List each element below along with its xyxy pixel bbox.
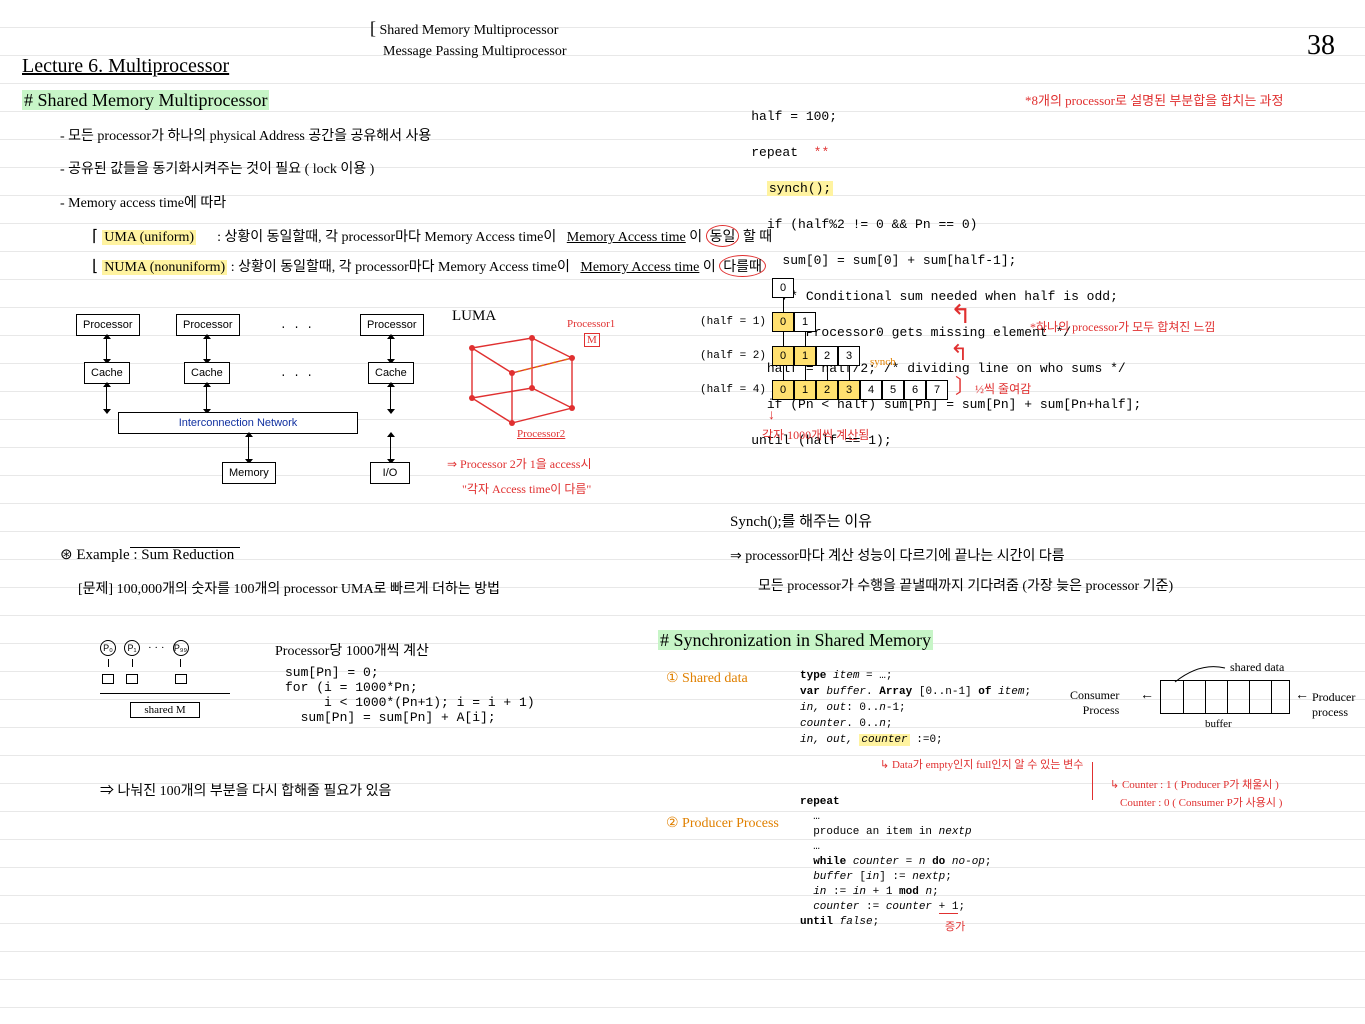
- rt-r1-0: 0: [772, 312, 794, 332]
- rt-r2-2: 2: [816, 346, 838, 366]
- luma-p1: Processor1: [567, 318, 615, 330]
- buf-note-main: ↳ Data가 empty인지 full인지 알 수 있는 변수: [880, 756, 1083, 772]
- curly-mid: ↰: [950, 340, 968, 366]
- code-reduce-mark: **: [814, 145, 830, 160]
- rt-r1-1: 1: [794, 312, 816, 332]
- rt-r3-6: 6: [904, 380, 926, 400]
- rt-r2-1: 1: [794, 346, 816, 366]
- luma-p2: Processor2: [517, 428, 565, 440]
- proc-p0: P₀: [100, 640, 116, 656]
- synch-l2: 모든 processor가 수행을 끝낼때까지 기다려줌 (가장 늦은 proc…: [758, 575, 1173, 595]
- section-shared-memory: # Shared Memory Multiprocessor: [22, 90, 269, 111]
- rt-bottom: 각자 1000개씩 계산됨: [762, 426, 869, 443]
- uma-desc: : 상황이 동일할때, 각 processor마다 Memory Access …: [217, 230, 556, 245]
- rt-r2-3: 3: [838, 346, 860, 366]
- producer-code: repeat … produce an item in nextp … whil…: [800, 795, 992, 930]
- shared-data-label: ① Shared data: [666, 670, 748, 687]
- rt-r3-4: 4: [860, 380, 882, 400]
- rt-r3-2: 2: [816, 380, 838, 400]
- bracket-shared: [ Shared Memory Multiprocessor: [370, 18, 558, 39]
- buf-top-label: shared data: [1230, 660, 1284, 675]
- buffer-diagram: shared data buffer ← ← Consumer Process …: [1040, 660, 1350, 770]
- luma-sketch: LUMA Processor1 M Processor2 ⇒ Processor…: [452, 300, 652, 500]
- buf-note-c1: ↳ Counter : 1 ( Producer P가 채울시 ): [1110, 776, 1279, 792]
- rt-row1-lbl: (half = 1): [700, 316, 766, 328]
- uma-proc-1: Processor: [76, 314, 140, 336]
- uma-io: I/O: [370, 462, 410, 484]
- bullet-2: - 공유된 값들을 동기화시켜주는 것이 필요 ( lock 이용 ): [60, 158, 374, 178]
- uma-label: UMA (uniform): [102, 230, 196, 245]
- uma-proc-3: Processor: [360, 314, 424, 336]
- rt-r3-7: 7: [926, 380, 948, 400]
- proc-p1: P₁: [124, 640, 140, 656]
- rt-r3-0: 0: [772, 380, 794, 400]
- bracket-message: Message Passing Multiprocessor: [383, 44, 567, 60]
- left-after: ⇒ 나눠진 100개의 부분을 다시 합해줄 필요가 있음: [100, 780, 391, 800]
- uma-net: Interconnection Network: [118, 412, 358, 434]
- page-number: 38: [1307, 30, 1335, 62]
- numa-label: NUMA (nonuniform): [102, 260, 227, 275]
- uma-diagram: Processor Processor . . . Processor Cach…: [70, 300, 450, 510]
- buf-consumer: Consumer Process: [1070, 688, 1119, 718]
- half-note: ½씩 줄여감: [975, 380, 1031, 397]
- bullet-1: - 모든 processor가 하나의 physical Address 공간을…: [60, 125, 431, 145]
- numa-row: ⌊ NUMA (nonuniform) : 상황이 동일할때, 각 proces…: [92, 255, 766, 277]
- section-shared-hl: # Shared Memory Multiprocessor: [22, 90, 269, 110]
- curly-top: ↰: [950, 300, 972, 330]
- reduction-tree: 0 (half = 1) 0 1 (half = 2) 0 1 2 3 (hal…: [700, 278, 1100, 458]
- proc-pn: P₉₉: [173, 640, 189, 656]
- luma-note2: "각자 Access time이 다름": [462, 480, 591, 497]
- bullet-3: - Memory access time에 따라: [60, 192, 226, 212]
- producer-label: ② Producer Process: [666, 815, 779, 832]
- synch-l1: ⇒ processor마다 계산 성능이 다르기에 끝나는 시간이 다름: [730, 545, 1065, 565]
- producer-inc: 증가: [945, 918, 965, 934]
- uma-dots-2: . . .: [280, 368, 313, 380]
- bracket-top: Shared Memory Multiprocessor: [380, 23, 559, 38]
- uma-memory: Memory: [222, 462, 276, 484]
- section-sync-hl: # Synchronization in Shared Memory: [658, 630, 933, 650]
- uma-cache-3: Cache: [368, 362, 414, 384]
- shared-data-code: type item = …; var buffer. Array [0..n-1…: [800, 668, 1031, 748]
- luma-note1: ⇒ Processor 2가 1을 access시: [447, 455, 591, 472]
- rt-synch: synch: [870, 356, 896, 368]
- uma-dots-1: . . .: [280, 320, 313, 332]
- synch-head: Synch();를 해주는 이유: [730, 510, 872, 531]
- buf-producer: Producer process: [1312, 690, 1355, 720]
- rt-row2-lbl: (half = 2): [700, 350, 766, 362]
- per-proc-head: Processor당 1000개씩 계산: [275, 640, 429, 660]
- rt-down-arrow: ↓: [768, 408, 775, 424]
- proc-icons: P₀ P₁ · · · P₉₉ shared M: [100, 640, 230, 718]
- numa-mem: Memory Access time: [580, 260, 699, 275]
- code-sum-loop: sum[Pn] = 0; for (i = 1000*Pn; i < 1000*…: [285, 665, 535, 725]
- uma-mem: Memory Access time: [567, 230, 686, 245]
- shared-m: shared M: [130, 702, 200, 718]
- rt-r3-5: 5: [882, 380, 904, 400]
- example-problem: [문제] 100,000개의 숫자를 100개의 processor UMA로 …: [78, 578, 500, 598]
- rt-top: 0: [772, 278, 794, 298]
- rt-r2-0: 0: [772, 346, 794, 366]
- curly-brace: 〕: [955, 370, 975, 399]
- buf-center: buffer: [1205, 718, 1232, 730]
- buf-note-c0: Counter : 0 ( Consumer P가 사용시 ): [1120, 794, 1282, 810]
- lecture-title: Lecture 6. Multiprocessor: [22, 55, 229, 78]
- rt-r3-3: 3: [838, 380, 860, 400]
- rt-r3-1: 1: [794, 380, 816, 400]
- uma-cache-2: Cache: [184, 362, 230, 384]
- uma-cache-1: Cache: [84, 362, 130, 384]
- bracket-bot: Message Passing Multiprocessor: [383, 44, 567, 59]
- luma-m: M: [584, 333, 600, 347]
- rt-row3-lbl: (half = 4): [700, 384, 766, 396]
- uma-proc-2: Processor: [176, 314, 240, 336]
- numa-desc: : 상황이 동일할때, 각 processor마다 Memory Access …: [231, 260, 570, 275]
- tree-note-right: *하나의 processor가 모두 합쳐진 느낌: [1030, 318, 1215, 335]
- section-sync: # Synchronization in Shared Memory: [658, 630, 933, 651]
- uma-row: ⌈ UMA (uniform) : 상황이 동일할때, 각 processor마…: [92, 225, 772, 247]
